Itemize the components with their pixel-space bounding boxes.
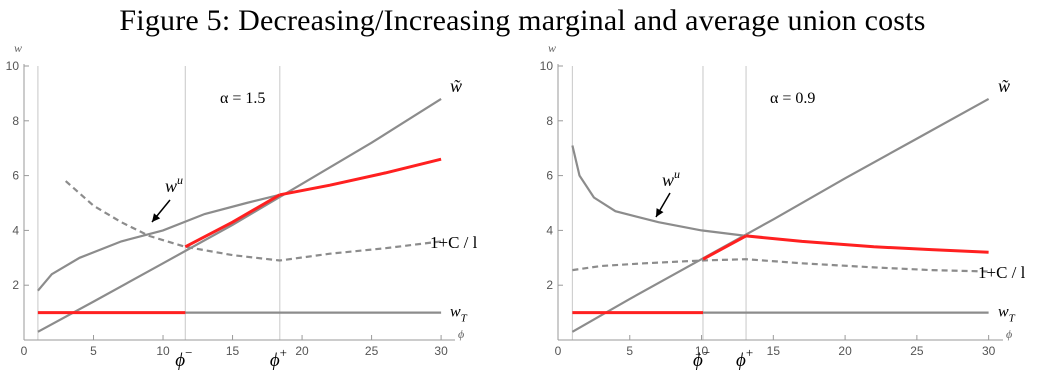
right-y-tick-label-2: 2 <box>546 278 553 292</box>
left-label-w-u: wu <box>165 173 183 196</box>
right-series-w-tilde <box>571 97 990 333</box>
right-x-tick-label-30: 30 <box>982 344 996 358</box>
left-y-tick-label-8: 8 <box>12 114 19 128</box>
left-y-tick-label-6: 6 <box>12 169 19 183</box>
right-x-axis-label: ϕ <box>1006 327 1012 341</box>
left-y-tick-label-10: 10 <box>6 59 20 73</box>
left-arrow-w-u-head <box>152 213 161 222</box>
right-label-w-tilde: w̃ <box>998 76 1010 96</box>
right-label-w-t: wT <box>998 304 1016 325</box>
left-label-average-cost: 1+C / l <box>430 233 478 252</box>
right-label-average-cost: 1+C / l <box>978 263 1026 282</box>
left-chart: 2 4 6 8 10 0 5 10 15 20 25 30 w ϕ α = 1.5 w̃ wu 1+C / l wT… <box>6 41 478 371</box>
left-series-red-segment-5 <box>184 193 281 249</box>
left-series-red-segment-6 <box>279 157 442 197</box>
right-y-tick-label-8: 8 <box>546 114 553 128</box>
left-series-w-u <box>37 193 281 292</box>
right-x-tick-label-0: 0 <box>555 344 562 358</box>
left-x-tick-label-25: 25 <box>365 344 379 358</box>
left-label-w-tilde: w̃ <box>450 76 462 96</box>
left-x-tick-label-30: 30 <box>434 344 448 358</box>
right-series-w-u <box>571 145 747 237</box>
left-x-tick-label-5: 5 <box>90 344 97 358</box>
left-alpha-annotation: α = 1.5 <box>220 90 265 107</box>
right-y-tick-label-4: 4 <box>546 223 553 237</box>
left-x-tick-label-15: 15 <box>226 344 240 358</box>
right-label-w-u: wu <box>662 167 680 190</box>
right-x-tick-label-20: 20 <box>838 344 852 358</box>
left-x-tick-label-0: 0 <box>21 344 28 358</box>
figure-title: Figure 5: Decreasing/Increasing marginal… <box>119 4 926 37</box>
right-y-tick-label-10: 10 <box>540 59 554 73</box>
left-label-phi-plus: ϕ+ <box>270 345 287 371</box>
left-series-w-tilde <box>37 97 442 333</box>
right-series-red-segment-5 <box>702 234 747 261</box>
right-x-tick-label-15: 15 <box>767 344 781 358</box>
left-label-w-t: wT <box>450 304 468 325</box>
right-chart: 2 4 6 8 10 0 5 10 15 20 25 30 w ϕ α = 0.9 w̃ wu 1+C / l wT… <box>540 41 1026 371</box>
right-x-tick-label-25: 25 <box>910 344 924 358</box>
left-y-tick-label-2: 2 <box>12 278 19 292</box>
right-series-red-segment-6 <box>745 234 989 254</box>
left-series-average-cost <box>64 180 442 262</box>
right-arrow-w-u-head <box>656 208 664 217</box>
left-x-tick-label-10: 10 <box>156 344 170 358</box>
left-x-tick-label-20: 20 <box>295 344 309 358</box>
right-x-tick-label-10: 10 <box>695 344 709 358</box>
left-x-axis-label: ϕ <box>458 327 464 341</box>
right-y-axis-label: w <box>548 41 556 55</box>
right-label-phi-plus: ϕ+ <box>736 345 753 371</box>
left-y-tick-label-4: 4 <box>12 223 19 237</box>
left-y-axis-label: w <box>14 41 22 55</box>
right-series-average-cost <box>572 258 989 273</box>
right-label-phi-minus: ϕ− <box>693 345 710 371</box>
right-y-tick-label-6: 6 <box>546 169 553 183</box>
right-alpha-annotation: α = 0.9 <box>770 90 815 107</box>
right-x-tick-label-5: 5 <box>626 344 633 358</box>
left-label-phi-minus: ϕ− <box>175 345 192 371</box>
